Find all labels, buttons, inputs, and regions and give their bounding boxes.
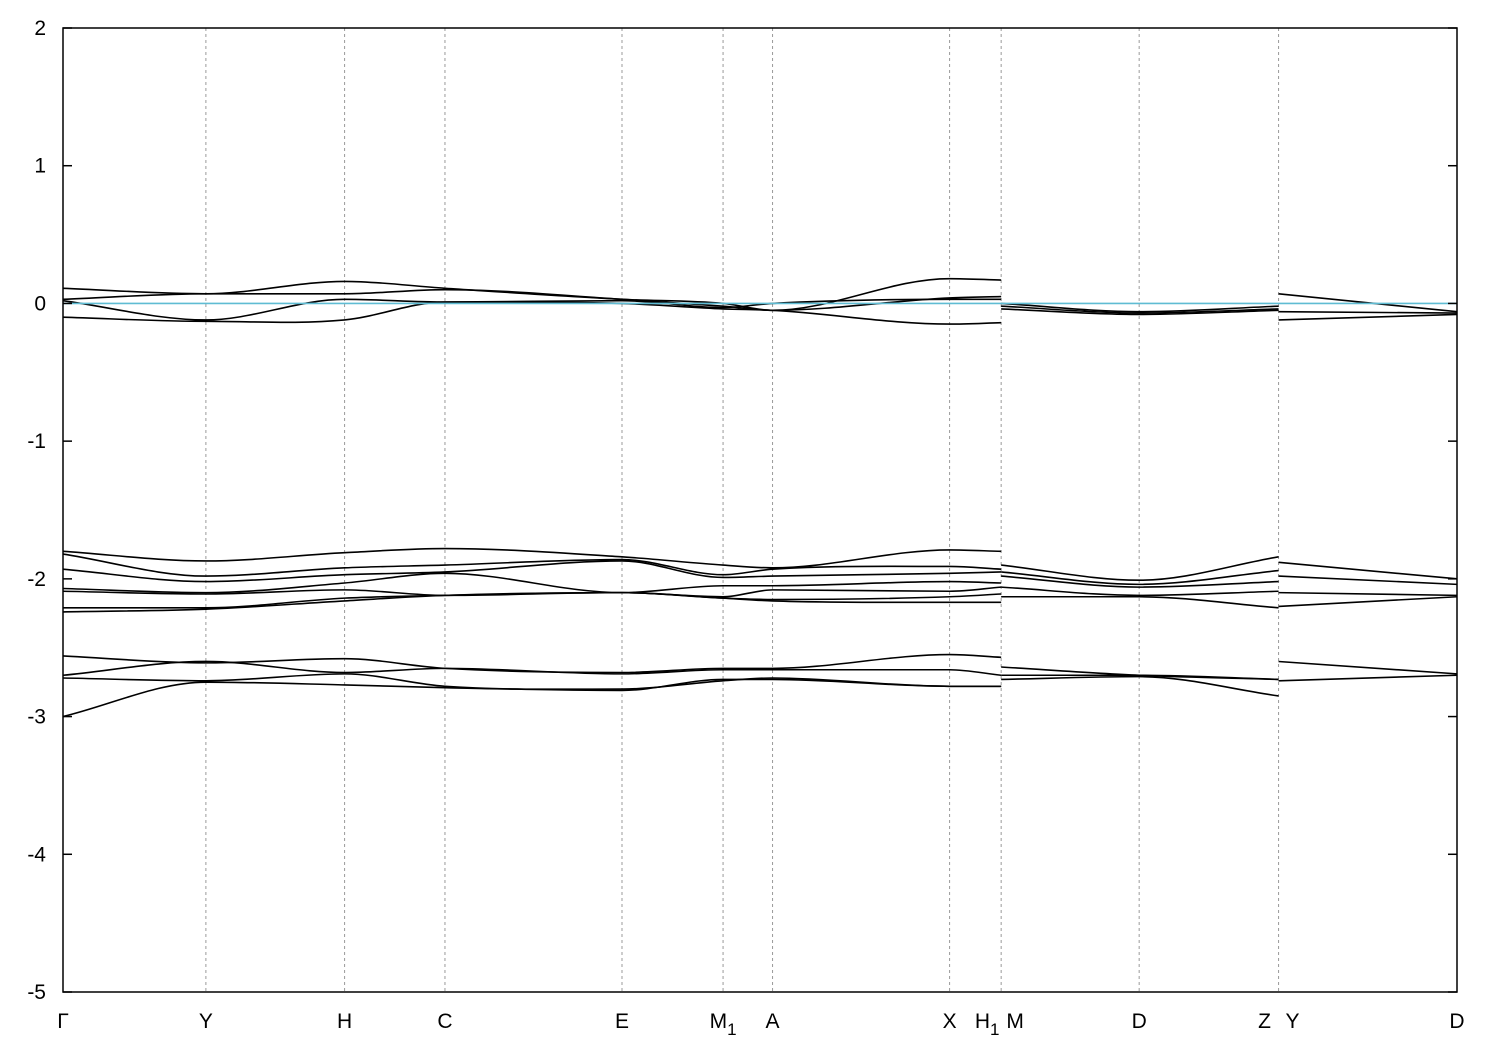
x-tick-label-4: E: [615, 1010, 629, 1033]
band-line-seg2-2: [1278, 313, 1458, 321]
y-tick-label: -4: [27, 843, 46, 866]
y-tick-label: 1: [34, 155, 46, 178]
kpoint-separator-lines: [205, 28, 1280, 992]
x-tick-label-2: H: [337, 1010, 352, 1033]
y-tick-label: -3: [27, 706, 46, 729]
band-line-seg1-3: [1001, 556, 1279, 582]
x-tick-label-6: A: [766, 1010, 780, 1033]
band-line-seg0-2: [62, 298, 1002, 321]
y-tick-label: 0: [34, 292, 46, 315]
x-tick-label-8: H1: [975, 1010, 1000, 1039]
band-line-seg0-9: [63, 591, 1002, 609]
band-line-seg1-5: [1001, 575, 1279, 588]
y-tick-label: -1: [27, 430, 46, 453]
band-line-seg0-6: [62, 560, 1002, 583]
band-line-seg0-10: [62, 591, 1002, 613]
band-line-seg2-6: [1278, 595, 1458, 608]
x-axis: Γ Y H C E M1 A X H1 M D Z Y D: [57, 1010, 1464, 1039]
band-line-seg2-3: [1278, 561, 1458, 580]
band-line-seg1-7: [1001, 595, 1279, 609]
band-line-seg1-4: [1001, 569, 1279, 586]
band-line-seg0-5: [62, 553, 1002, 577]
x-tick-label-5: M1: [710, 1010, 737, 1039]
x-tick-label-12: Y: [1286, 1010, 1300, 1033]
band-line-seg1-2: [1001, 308, 1279, 316]
y-tick-label: 2: [34, 17, 46, 40]
y-axis: -5 -4 -3 -2 -1 0 1 2: [27, 17, 1457, 1004]
x-tick-label-9: M: [1006, 1010, 1024, 1033]
band-line-seg1-1: [1001, 305, 1279, 314]
x-tick-subscript: 1: [990, 1020, 999, 1039]
band-line-seg0-12: [62, 660, 1002, 677]
band-line-seg2-4: [1278, 575, 1458, 586]
x-tick-subscript: 1: [727, 1020, 736, 1039]
band-line-seg1-9: [1001, 674, 1279, 681]
band-lines: [62, 277, 1458, 718]
band-line-seg2-1: [1278, 310, 1458, 314]
x-tick-label-1: Y: [199, 1010, 213, 1033]
band-line-seg0-7: [62, 572, 1002, 594]
x-tick-label-13: D: [1449, 1010, 1464, 1033]
band-line-seg2-7: [1278, 660, 1458, 675]
band-line-seg2-5: [1278, 591, 1458, 597]
plot-frame: [62, 27, 1458, 993]
y-tick-label: -2: [27, 568, 46, 591]
x-tick-label-11: Z: [1258, 1010, 1271, 1033]
band-line-seg1-0: [1001, 302, 1279, 313]
band-line-seg1-10: [1001, 675, 1279, 697]
band-line-seg0-1: [62, 288, 1002, 312]
y-tick-label: -5: [27, 981, 46, 1004]
band-line-seg1-6: [1001, 586, 1279, 597]
band-line-seg0-4: [62, 547, 1002, 569]
x-tick-label-7: X: [943, 1010, 957, 1033]
band-line-seg0-14: [62, 678, 1002, 718]
x-tick-label-10: D: [1132, 1010, 1147, 1033]
band-line-seg2-8: [1278, 674, 1458, 682]
band-line-seg0-3: [62, 301, 1002, 325]
x-tick-label-3: C: [437, 1010, 452, 1033]
x-tick-label-0: Γ: [57, 1010, 69, 1033]
